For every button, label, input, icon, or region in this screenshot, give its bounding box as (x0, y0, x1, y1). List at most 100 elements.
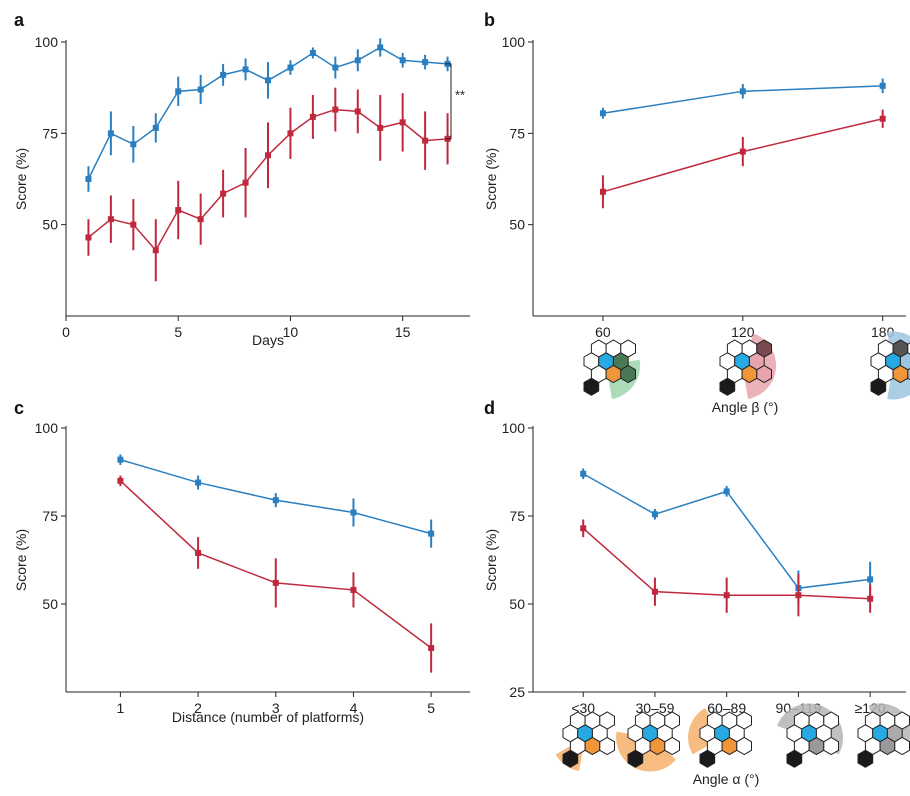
hex-cell (721, 736, 738, 756)
data-point (85, 176, 92, 182)
data-point (739, 148, 746, 155)
data-point (242, 179, 249, 186)
data-point (197, 216, 204, 223)
data-point (332, 106, 339, 113)
data-point (350, 509, 357, 516)
panel-letter-d: d (484, 398, 495, 418)
data-point (287, 64, 294, 71)
hex-cell (786, 749, 803, 768)
data-point (130, 141, 137, 148)
hex-cell (857, 749, 874, 768)
hex-cell (879, 736, 896, 756)
x-tick-label: 0 (62, 324, 70, 340)
data-point (739, 88, 746, 95)
data-point (651, 588, 658, 595)
hex-icon-60 (583, 339, 641, 399)
hexagon-icons (555, 331, 910, 772)
x-axis-title: Angle β (°) (712, 399, 779, 415)
hex-cell (562, 749, 579, 768)
data-point (309, 49, 316, 56)
x-tick-label: 60–89 (707, 700, 746, 716)
series-red (117, 475, 435, 673)
hex-cell (823, 736, 839, 756)
data-point (175, 88, 182, 95)
data-point (354, 57, 361, 64)
x-tick-label: 15 (395, 324, 411, 340)
hex-cell (741, 364, 758, 384)
data-point (428, 645, 435, 651)
hex-cell (907, 367, 910, 381)
data-point (265, 77, 271, 84)
data-point (107, 130, 114, 137)
data-point (795, 592, 802, 599)
data-point (723, 592, 730, 599)
y-tick-label: 75 (42, 125, 58, 141)
series-red (85, 87, 451, 282)
hex-cell (584, 736, 601, 756)
data-point (85, 234, 92, 241)
data-point (354, 108, 361, 115)
data-point (723, 488, 730, 495)
data-point (152, 247, 159, 254)
data-point (152, 124, 159, 131)
hex-icon-60-89 (688, 708, 752, 768)
data-point (272, 579, 279, 586)
data-point (175, 207, 182, 214)
hex-icon-120 (719, 333, 777, 399)
x-tick-label: 5 (427, 700, 435, 716)
hex-cell (583, 377, 600, 396)
hex-cell (620, 364, 636, 384)
hex-icon-lt30 (555, 711, 615, 771)
data-point (242, 66, 249, 73)
data-point (651, 511, 658, 518)
hex-cell (699, 749, 716, 768)
x-axis-title: Distance (number of platforms) (172, 709, 364, 725)
y-tick-label: 25 (509, 684, 525, 700)
hex-cell (627, 749, 644, 768)
data-point (130, 221, 137, 228)
y-tick-label: 100 (35, 34, 59, 50)
data-point (272, 497, 279, 504)
y-axis-title: Score (%) (13, 529, 29, 591)
y-tick-label: 75 (509, 125, 525, 141)
data-point (287, 130, 294, 137)
data-point (879, 82, 886, 89)
data-point (117, 477, 124, 484)
y-tick-label: 100 (35, 420, 59, 436)
data-point (599, 188, 606, 195)
data-point (332, 64, 339, 71)
hex-cell (808, 736, 825, 756)
y-tick-label: 100 (502, 34, 526, 50)
data-point (117, 456, 124, 463)
data-point (422, 137, 429, 144)
data-point (599, 110, 606, 117)
data-point (309, 113, 316, 120)
data-point (195, 479, 202, 486)
hex-icon-180 (870, 331, 910, 400)
hex-cell (894, 736, 910, 756)
x-tick-label: 1 (116, 700, 124, 716)
series-blue (117, 454, 435, 548)
data-point (377, 124, 384, 131)
y-tick-label: 100 (502, 420, 526, 436)
panel-letter-c: c (14, 398, 24, 418)
y-tick-label: 50 (42, 596, 58, 612)
data-point (422, 59, 429, 66)
data-point (197, 86, 204, 93)
y-tick-label: 50 (509, 596, 525, 612)
series-blue (85, 38, 451, 192)
hex-icon-30-59 (616, 711, 680, 772)
hex-cell (599, 736, 615, 756)
panel-a: a 50 75 100 0 5 10 15 Days Score (%) ** (13, 10, 470, 348)
hex-icon-90-119 (777, 703, 844, 768)
data-point (377, 44, 384, 51)
hex-cell (719, 377, 736, 396)
hex-cell (736, 736, 752, 756)
x-tick-label: 3 (272, 700, 280, 716)
data-point (107, 216, 114, 223)
data-point (580, 470, 587, 477)
y-tick-label: 50 (42, 217, 58, 233)
panel-letter-a: a (14, 10, 25, 30)
data-point (879, 115, 886, 122)
